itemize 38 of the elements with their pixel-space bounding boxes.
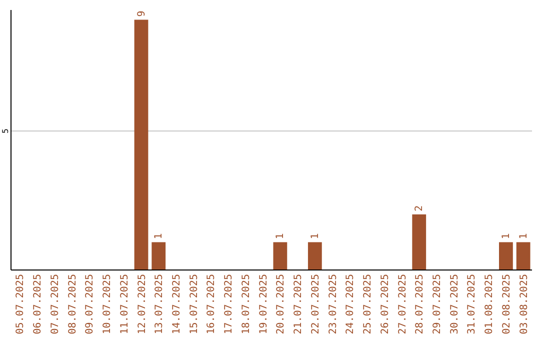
x-tick-label: 11.07.2025 [119,274,130,334]
x-tick-label: 12.07.2025 [136,274,148,334]
x-tick-label: 21.07.2025 [293,274,304,334]
x-tick-label: 31.07.2025 [466,274,478,334]
x-tick-label: 07.07.2025 [50,274,61,334]
x-tick-label: 25.07.2025 [362,274,374,334]
x-tick-label: 28.07.2025 [414,274,426,334]
x-tick-label: 03.08.2025 [518,274,530,334]
x-tick-label: 20.07.2025 [276,274,287,334]
x-tick-label: 09.07.2025 [84,274,96,334]
x-tick-label: 01.08.2025 [484,274,496,334]
data-label: 1 [518,233,530,240]
x-tick-label: 30.07.2025 [449,274,460,334]
data-label: 1 [154,233,165,240]
x-tick-label: 19.07.2025 [258,274,270,334]
x-tick-label: 14.07.2025 [171,274,182,334]
x-tick-label: 08.07.2025 [67,274,78,334]
data-label: 2 [414,205,426,212]
x-tick-label: 06.07.2025 [32,274,44,334]
x-tick-label: 17.07.2025 [224,274,235,334]
y-tick-label: 5 [1,128,10,134]
x-tick-label: 10.07.2025 [102,274,114,334]
x-tick-label: 22.07.2025 [310,274,322,334]
x-tick-label: 24.07.2025 [345,274,356,334]
x-tick-label: 05.07.2025 [15,274,26,334]
data-label: 9 [136,10,148,17]
data-label: 1 [275,233,286,240]
x-tick-label: 27.07.2025 [397,274,408,334]
x-tick-label: 26.07.2025 [380,274,391,334]
x-tick-label: 29.07.2025 [432,274,443,334]
x-tick-label: 15.07.2025 [188,274,200,334]
x-tick-label: 13.07.2025 [154,274,166,334]
x-tick-label: 23.07.2025 [328,274,339,334]
x-tick-label: 16.07.2025 [206,274,218,334]
data-label: 1 [500,233,512,240]
x-tick-label: 02.08.2025 [501,274,512,334]
x-tick-label: 18.07.2025 [240,274,252,334]
data-label: 1 [310,233,321,240]
